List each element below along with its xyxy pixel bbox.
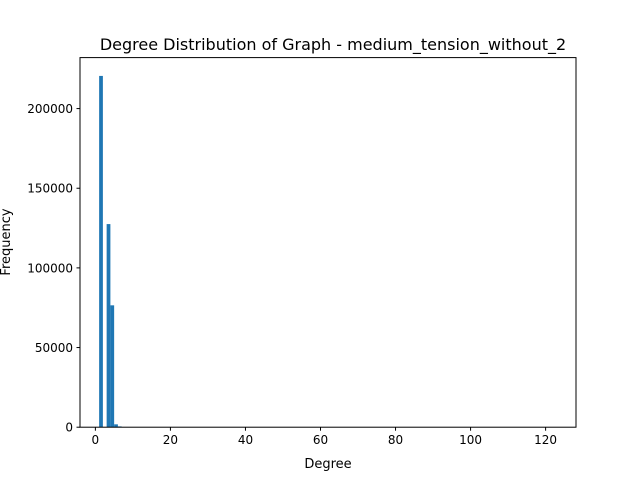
histogram-bar-1 bbox=[106, 224, 111, 428]
x-tick-label-3: 60 bbox=[313, 433, 328, 447]
x-tick-label-2: 40 bbox=[238, 433, 253, 447]
y-tick-label-2: 100000 bbox=[27, 261, 73, 275]
x-tick-label-6: 120 bbox=[534, 433, 557, 447]
plot-frame bbox=[79, 57, 577, 428]
x-tick-label-4: 80 bbox=[388, 433, 403, 447]
histogram-bar-3 bbox=[114, 424, 118, 428]
histogram-bar-0 bbox=[99, 75, 103, 428]
x-axis-label: Degree bbox=[304, 457, 351, 472]
histogram-bar-2 bbox=[110, 305, 115, 428]
y-tick-label-4: 200000 bbox=[27, 102, 73, 116]
y-axis-ticks: 0 50000 100000 150000 200000 bbox=[27, 102, 80, 435]
x-tick-label-1: 20 bbox=[163, 433, 178, 447]
x-tick-label-5: 100 bbox=[459, 433, 482, 447]
y-tick-label-3: 150000 bbox=[27, 182, 73, 196]
y-axis-label: Frequency bbox=[0, 208, 14, 275]
x-tick-label-0: 0 bbox=[92, 433, 100, 447]
y-tick-label-1: 50000 bbox=[35, 341, 73, 355]
y-tick-label-0: 0 bbox=[65, 421, 73, 435]
x-axis-ticks: 0 20 40 60 80 100 120 bbox=[92, 427, 557, 447]
chart-title: Degree Distribution of Graph - medium_te… bbox=[100, 35, 566, 55]
